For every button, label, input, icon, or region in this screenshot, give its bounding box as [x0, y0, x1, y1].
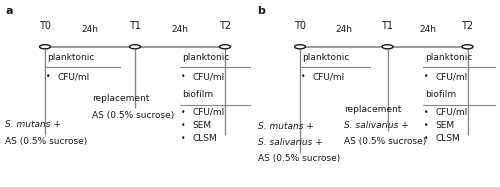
Text: T2: T2 — [219, 21, 231, 31]
Text: T1: T1 — [382, 21, 394, 31]
Text: T1: T1 — [129, 21, 141, 31]
Text: AS (0.5% sucrose): AS (0.5% sucrose) — [5, 137, 87, 146]
Text: •: • — [424, 134, 428, 143]
Text: 24h: 24h — [419, 25, 436, 34]
Text: •: • — [181, 121, 186, 130]
Text: biofilm: biofilm — [425, 90, 456, 99]
Text: T2: T2 — [462, 21, 473, 31]
Text: S. mutans +: S. mutans + — [5, 120, 61, 129]
Text: •: • — [301, 72, 306, 81]
Text: CFU/ml: CFU/ml — [312, 72, 345, 81]
Circle shape — [130, 45, 140, 49]
Text: planktonic: planktonic — [182, 53, 230, 62]
Text: replacement: replacement — [344, 105, 402, 114]
Text: 24h: 24h — [336, 25, 352, 34]
Text: 24h: 24h — [172, 25, 188, 34]
Text: CFU/ml: CFU/ml — [192, 72, 225, 81]
Text: •: • — [181, 72, 186, 81]
Text: •: • — [424, 108, 428, 117]
Text: 24h: 24h — [82, 25, 98, 34]
Text: •: • — [424, 72, 428, 81]
Text: planktonic: planktonic — [48, 53, 95, 62]
Text: CLSM: CLSM — [435, 134, 460, 143]
Text: AS (0.5% sucrose): AS (0.5% sucrose) — [344, 137, 426, 146]
Text: •: • — [181, 134, 186, 143]
Text: CFU/ml: CFU/ml — [192, 108, 225, 117]
Text: •: • — [181, 108, 186, 117]
Text: planktonic: planktonic — [425, 53, 472, 62]
Circle shape — [382, 45, 393, 49]
Text: AS (0.5% sucrose): AS (0.5% sucrose) — [92, 111, 175, 120]
Text: a: a — [5, 6, 12, 16]
Text: biofilm: biofilm — [182, 90, 214, 99]
Circle shape — [40, 45, 50, 49]
Text: SEM: SEM — [435, 121, 454, 130]
Text: AS (0.5% sucrose): AS (0.5% sucrose) — [258, 154, 340, 163]
Text: T0: T0 — [39, 21, 51, 31]
Text: •: • — [46, 72, 51, 81]
Circle shape — [462, 45, 473, 49]
Text: replacement: replacement — [92, 94, 150, 103]
Text: CFU/ml: CFU/ml — [58, 72, 90, 81]
Text: S. salivarius +: S. salivarius + — [344, 121, 409, 130]
Text: S. mutans +: S. mutans + — [258, 122, 314, 131]
Circle shape — [220, 45, 230, 49]
Text: •: • — [424, 121, 428, 130]
Text: CFU/ml: CFU/ml — [435, 108, 467, 117]
Text: planktonic: planktonic — [302, 53, 350, 62]
Text: T0: T0 — [294, 21, 306, 31]
Text: S. salivarius +: S. salivarius + — [258, 138, 322, 147]
Text: b: b — [258, 6, 266, 16]
Text: CLSM: CLSM — [192, 134, 217, 143]
Text: SEM: SEM — [192, 121, 212, 130]
Text: CFU/ml: CFU/ml — [435, 72, 467, 81]
Circle shape — [294, 45, 306, 49]
